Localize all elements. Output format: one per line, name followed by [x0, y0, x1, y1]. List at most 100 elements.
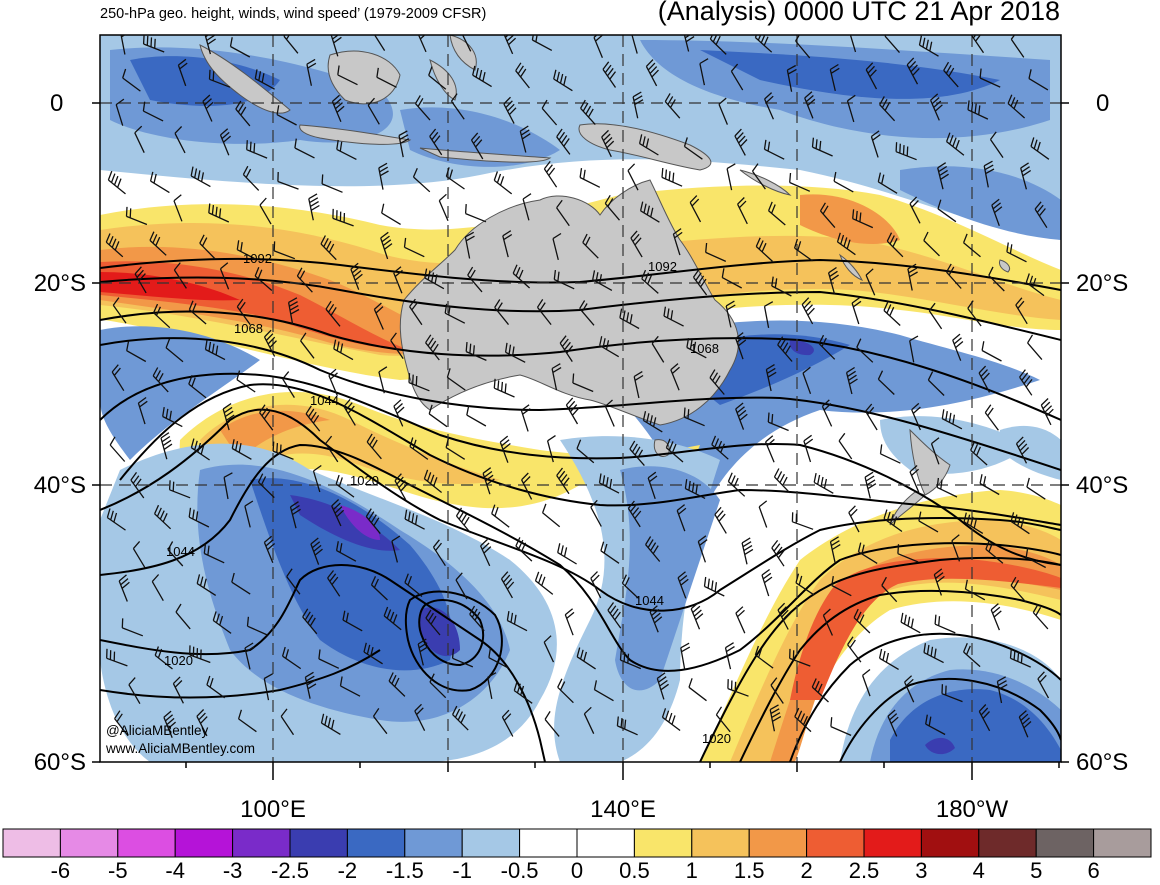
wind-barb	[765, 435, 775, 463]
wind-barb	[106, 508, 126, 531]
wind-barb	[312, 464, 322, 493]
wind-barb	[491, 504, 510, 528]
wind-barb	[557, 543, 577, 565]
wind-barb	[818, 334, 836, 360]
borneo	[327, 50, 401, 105]
wind-barb	[656, 672, 669, 700]
wind-barb	[661, 167, 683, 187]
wind-barb	[770, 677, 784, 704]
wind-barb	[134, 125, 145, 153]
colorbar-swatch	[2, 828, 61, 858]
wind-barb	[173, 194, 183, 222]
wind-barb	[556, 128, 571, 155]
wind-barb	[190, 166, 211, 188]
wind-barb	[365, 508, 381, 535]
wind-barb	[964, 579, 986, 601]
wind-barb	[793, 238, 813, 262]
wind-barb	[118, 574, 130, 602]
wind-barb	[414, 95, 431, 121]
colorbar-label: 4	[972, 858, 985, 883]
wind-barb	[801, 297, 815, 325]
wind-barb	[967, 300, 982, 327]
colorbar-swatch	[633, 828, 693, 858]
wind-barb	[1020, 162, 1032, 190]
land-masses	[199, 35, 1011, 526]
colorbar-label: 5	[1030, 858, 1043, 883]
wind-barb	[836, 232, 856, 256]
colorbar-swatch	[59, 828, 119, 858]
wind-barb	[190, 438, 210, 461]
wind-barb	[879, 444, 901, 464]
wind-barb	[466, 405, 487, 427]
wind-barb	[763, 139, 785, 160]
wind-barb	[470, 132, 484, 160]
wind-barb	[641, 269, 659, 294]
wind-barb	[630, 230, 643, 258]
wind-barb	[727, 472, 746, 497]
wind-barb	[432, 539, 446, 567]
wind-barb	[887, 709, 899, 737]
wind-barb	[865, 403, 878, 431]
wind-barb	[849, 35, 857, 53]
wind-barb	[149, 231, 167, 256]
wind-barb	[257, 473, 275, 499]
wind-barb	[412, 168, 431, 193]
wind-barb	[544, 711, 560, 737]
wind-barb	[455, 572, 468, 600]
wind-barb	[576, 647, 596, 670]
wind-barb	[884, 35, 900, 54]
wind-barb	[424, 268, 445, 290]
wind-barb	[254, 266, 273, 291]
wind-barb	[928, 302, 943, 330]
wind-barb	[236, 370, 256, 393]
wind-barb	[642, 411, 663, 433]
wind-barb	[1040, 398, 1054, 426]
wind-barb	[904, 675, 915, 703]
wind-barb	[381, 203, 401, 225]
contour-sw-pacific-c	[789, 632, 1061, 762]
wind-barb	[445, 438, 466, 460]
wind-barb	[879, 96, 896, 122]
colorbar-swatch	[289, 828, 348, 858]
wind-barb	[188, 374, 207, 399]
wind-barb	[541, 99, 558, 126]
wind-barb	[909, 465, 920, 493]
wind-barb	[168, 480, 191, 499]
wind-barb	[305, 405, 321, 432]
wind-barb	[651, 335, 665, 363]
contour-label: 1044	[310, 393, 339, 408]
wind-barb	[900, 612, 921, 634]
wind-barb	[848, 505, 860, 533]
lon-label: 100°E	[240, 796, 306, 823]
colorbar	[2, 828, 1152, 858]
wind-barb	[937, 162, 949, 190]
wind-barb	[499, 435, 511, 463]
wind-barb	[676, 504, 687, 532]
wind-barb	[765, 364, 777, 392]
wind-barb	[417, 638, 429, 666]
colorbar-label: 1.5	[733, 858, 765, 883]
wind-barb	[120, 35, 126, 55]
wind-barb	[325, 435, 339, 463]
wind-barb	[372, 708, 388, 735]
wind-barb	[464, 204, 487, 223]
wind-barb	[259, 404, 274, 431]
wind-barb	[289, 501, 301, 529]
wind-barb	[829, 536, 841, 564]
wind-barb	[122, 68, 141, 92]
wind-barbs	[105, 35, 1054, 738]
contour-label-group: 1092 1092 1068 1068 1044 1044 1044 1020 …	[164, 251, 731, 746]
wind-barb	[1010, 576, 1027, 603]
wind-barb	[833, 171, 854, 193]
lat-label-left: 20°S	[33, 270, 86, 297]
wind-barb	[683, 137, 703, 160]
wind-barb	[897, 544, 919, 563]
wind-barb	[714, 506, 727, 534]
contour-1092	[100, 257, 1061, 291]
wind-barb	[167, 541, 184, 567]
wind-barb	[236, 298, 251, 325]
wind-barb	[751, 163, 766, 190]
wind-barb	[557, 678, 574, 704]
lat-label-left: 60°S	[33, 749, 86, 776]
wind-barb	[878, 648, 899, 670]
